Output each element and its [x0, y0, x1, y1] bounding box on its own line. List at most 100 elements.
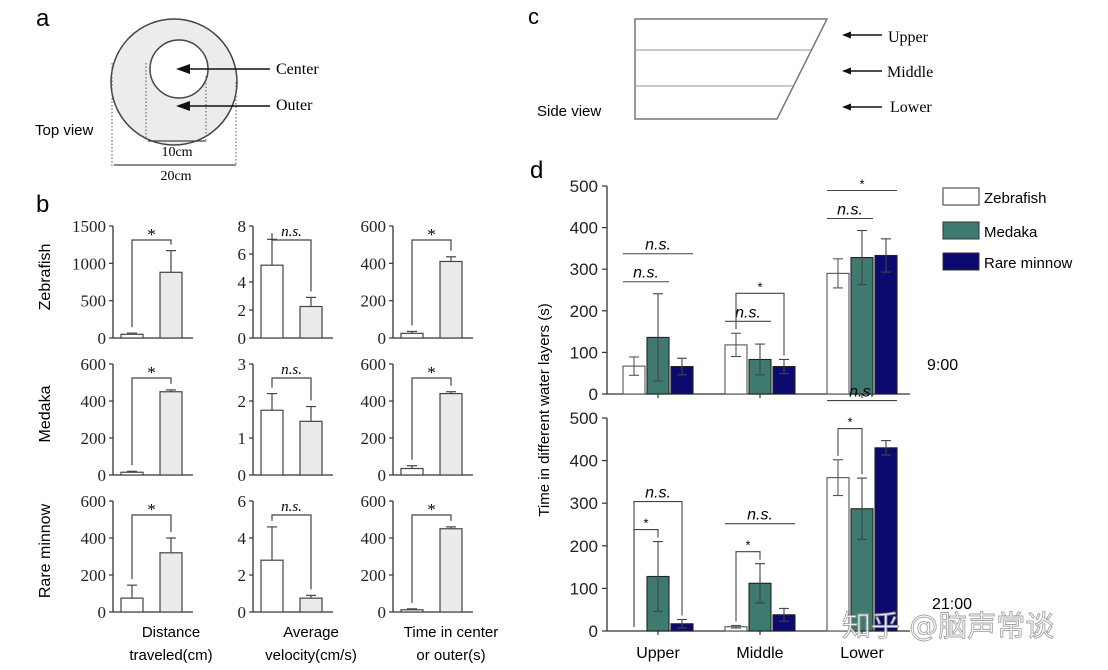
panel-b-charts: Zebrafish Medaka Rare minnow Distance travel… — [37, 217, 498, 664]
subplot: 0 2 4 6 8 n.s. — [238, 217, 333, 348]
bar-center — [260, 409, 284, 476]
arrowhead-icon — [842, 31, 851, 39]
bar-zebrafish — [826, 477, 850, 632]
significance-bracket — [633, 500, 683, 627]
y-tick-label: 1000 — [72, 254, 106, 273]
column-xlabel: traveled(cm) — [129, 647, 212, 664]
significance-label: * — [757, 279, 762, 294]
y-tick-label: 1500 — [72, 217, 106, 236]
subplot: 0 2 4 6 n.s. — [238, 492, 333, 622]
side-view-label: Side view — [537, 103, 601, 120]
legend-item-zebrafish: Zebrafish — [942, 187, 1047, 207]
y-tick-label: 400 — [361, 529, 387, 548]
significance-bracket — [411, 514, 452, 603]
subplot: 0 200 400 600 * — [81, 492, 193, 622]
bar-outer — [159, 552, 183, 613]
row-label: Zebrafish — [37, 244, 54, 311]
significance-bracket — [837, 428, 863, 475]
bar-outer — [439, 393, 463, 476]
significance-bracket — [271, 233, 312, 292]
y-tick-label: 6 — [238, 245, 247, 264]
y-tick-label: 400 — [361, 392, 387, 411]
panel-a-diagram: Center Outer Top view 10cm 20cm — [35, 18, 319, 184]
y-tick-label: 0 — [589, 622, 598, 641]
y-tick-label: 2 — [238, 392, 247, 411]
y-tick-label: 0 — [378, 466, 387, 485]
y-tick-label: 600 — [361, 217, 387, 236]
significance-bracket — [271, 377, 312, 401]
y-tick-label: 200 — [81, 566, 107, 585]
subplot-2100: 0 100 200 300 400 500 * n.s. * n.s. * n.s. — [570, 384, 910, 641]
significance-label: * — [847, 415, 852, 430]
y-tick-label: 400 — [81, 392, 107, 411]
y-tick-label: 600 — [81, 492, 107, 511]
y-tick-label: 400 — [81, 529, 107, 548]
category-label: Lower — [840, 645, 884, 662]
column-xlabel: or outer(s) — [416, 647, 485, 664]
y-tick-label: 200 — [361, 429, 387, 448]
time-label-morning: 9:00 — [927, 357, 958, 374]
bar-center — [120, 597, 144, 613]
subplot: 0 200 400 600 * — [81, 355, 193, 485]
significance-bracket — [735, 292, 785, 356]
y-tick-label: 600 — [81, 355, 107, 374]
bar-center — [120, 333, 144, 339]
y-tick-label: 0 — [589, 385, 598, 404]
inner-diameter-label: 10cm — [161, 145, 192, 160]
arrowhead-icon — [176, 101, 190, 111]
bar-center — [260, 559, 284, 613]
y-tick-label: 8 — [238, 217, 247, 236]
tank-outline — [634, 18, 829, 120]
arrowhead-icon — [176, 64, 190, 74]
significance-bracket — [411, 239, 452, 326]
significance-label: n.s. — [645, 237, 671, 254]
arrowhead-icon — [842, 103, 851, 111]
y-tick-label: 300 — [570, 494, 598, 513]
subplot: 0 200 400 600 * — [361, 492, 473, 622]
legend-swatch-medaka — [942, 221, 980, 240]
bar-outer — [439, 260, 463, 339]
bar-outer — [159, 391, 183, 476]
subplot-900: 0 100 200 300 400 500 n.s. n.s. n.s. * n.s. * — [570, 177, 910, 404]
y-tick-label: 2 — [238, 301, 247, 320]
y-tick-label: 200 — [570, 302, 598, 321]
significance-label: n.s. — [747, 507, 773, 524]
y-tick-label: 1 — [238, 429, 247, 448]
column-xlabel: Distance — [142, 624, 200, 641]
y-tick-label: 0 — [98, 603, 107, 622]
center-label: Center — [276, 61, 319, 78]
bar-outer — [439, 528, 463, 613]
significance-label: * — [427, 225, 436, 244]
panel-d-ylabel: Time in different water layers (s) — [536, 303, 553, 516]
significance-label: n.s. — [633, 265, 659, 282]
y-tick-label: 200 — [361, 292, 387, 311]
bar-outer — [299, 597, 323, 613]
bar-center — [400, 332, 424, 339]
significance-label: n.s. — [281, 224, 302, 240]
bar-center — [400, 467, 424, 476]
y-tick-label: 600 — [361, 492, 387, 511]
legend-swatch-rare-minnow — [942, 252, 980, 271]
y-tick-label: 0 — [238, 603, 247, 622]
panel-label-b: b — [36, 191, 49, 218]
panel-label-a: a — [36, 5, 50, 32]
panel-label-d: d — [530, 157, 543, 184]
bar-rare-minnow — [874, 254, 898, 395]
y-tick-label: 0 — [238, 329, 247, 348]
y-tick-label: 6 — [238, 492, 247, 511]
significance-label: * — [859, 177, 864, 192]
subplot: 0 200 400 600 * — [361, 355, 473, 485]
y-tick-label: 500 — [81, 292, 107, 311]
subplot: 0 500 1000 1500 * — [72, 217, 193, 348]
outer-diameter-label: 20cm — [160, 169, 191, 184]
significance-label: n.s. — [849, 384, 875, 401]
layer-middle-label: Middle — [887, 64, 933, 81]
bar-zebrafish — [826, 272, 850, 395]
bar-outer — [299, 305, 323, 339]
column-xlabel: velocity(cm/s) — [265, 647, 357, 664]
y-tick-label: 0 — [378, 329, 387, 348]
significance-label: n.s. — [645, 485, 671, 502]
y-tick-label: 200 — [570, 537, 598, 556]
arrowhead-icon — [842, 67, 851, 75]
significance-bracket — [131, 377, 172, 466]
